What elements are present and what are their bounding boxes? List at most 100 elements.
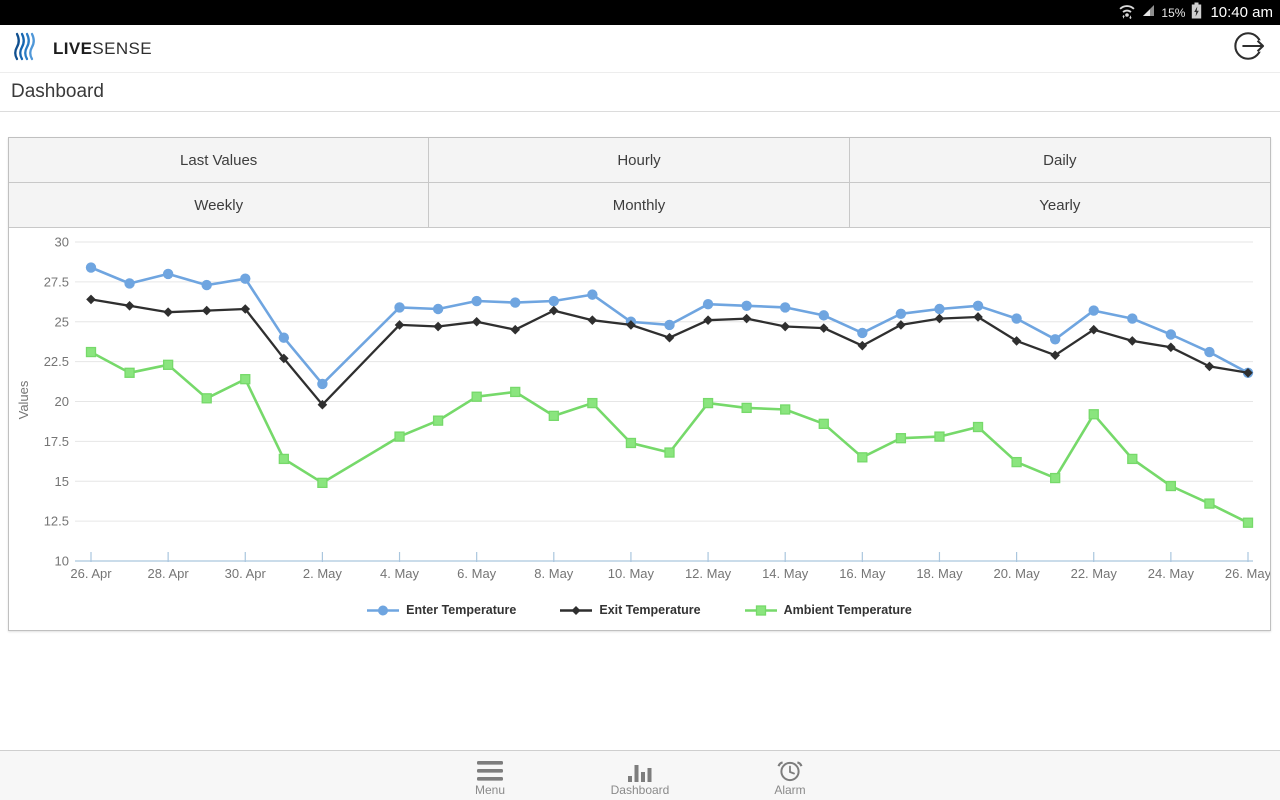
series-marker xyxy=(124,301,135,311)
nav-label: Alarm xyxy=(774,783,806,797)
series-marker xyxy=(780,302,791,313)
livesense-logo: LIVESENSE xyxy=(12,30,152,67)
nav-label: Dashboard xyxy=(610,783,670,797)
legend-item-enter-temperature[interactable]: Enter Temperature xyxy=(367,603,516,617)
range-button-last-values[interactable]: Last Values xyxy=(9,138,430,183)
nav-item-dashboard[interactable]: Dashboard xyxy=(600,751,680,800)
x-tick-label: 26. Apr xyxy=(70,566,112,581)
series-marker xyxy=(1204,346,1215,358)
x-tick-label: 14. May xyxy=(762,566,809,581)
series-marker xyxy=(741,402,752,414)
series-marker xyxy=(1127,313,1138,324)
range-button-daily[interactable]: Daily xyxy=(849,138,1270,183)
series-marker xyxy=(587,315,598,325)
nav-label: Menu xyxy=(474,783,506,797)
series-marker xyxy=(1088,324,1099,335)
menu-icon xyxy=(476,758,504,782)
series-marker xyxy=(896,320,906,330)
logout-arrow-icon xyxy=(1233,29,1268,68)
series-marker xyxy=(587,397,598,409)
series-marker xyxy=(1243,367,1253,378)
series-marker xyxy=(780,321,790,332)
series-marker xyxy=(703,315,713,325)
series-marker xyxy=(1088,305,1099,316)
series-marker xyxy=(394,431,405,442)
series-marker xyxy=(818,310,829,321)
range-button-monthly[interactable]: Monthly xyxy=(429,183,850,228)
series-marker xyxy=(510,297,521,308)
series-marker xyxy=(1050,350,1060,361)
y-tick-label: 22.5 xyxy=(44,354,69,369)
battery-percent-label: 15% xyxy=(1161,5,1186,20)
x-tick-label: 28. Apr xyxy=(148,566,190,581)
series-marker xyxy=(741,300,752,311)
series-marker xyxy=(510,386,521,398)
series-marker xyxy=(163,307,173,317)
cellular-signal-icon xyxy=(1142,4,1155,22)
range-button-hourly[interactable]: Hourly xyxy=(429,138,850,183)
series-marker xyxy=(934,431,945,442)
series-marker xyxy=(86,294,96,305)
x-tick-label: 26. May xyxy=(1225,566,1270,581)
x-tick-label: 20. May xyxy=(993,566,1040,581)
y-tick-label: 15 xyxy=(55,474,69,489)
series-marker xyxy=(201,279,212,291)
series-marker xyxy=(278,332,290,343)
series-marker xyxy=(1242,517,1254,528)
y-axis-title: Values xyxy=(16,380,31,419)
y-tick-label: 25 xyxy=(55,314,69,329)
series-marker xyxy=(240,273,251,284)
series-marker xyxy=(895,308,907,319)
series-marker xyxy=(471,391,482,402)
bar-chart-icon xyxy=(627,758,653,782)
series-marker xyxy=(278,453,289,465)
series-marker xyxy=(664,447,675,458)
legend-item-ambient-temperature[interactable]: Ambient Temperature xyxy=(744,603,912,617)
series-marker xyxy=(162,268,174,280)
series-marker xyxy=(972,300,984,311)
series-marker xyxy=(85,262,97,273)
range-button-weekly[interactable]: Weekly xyxy=(9,183,430,228)
series-marker xyxy=(548,410,559,422)
clock-label: 10:40 am xyxy=(1210,4,1273,21)
legend-item-exit-temperature[interactable]: Exit Temperature xyxy=(560,603,701,617)
x-tick-label: 4. May xyxy=(380,566,420,581)
series-marker xyxy=(625,437,637,449)
series-marker xyxy=(1204,361,1215,372)
series-marker xyxy=(1049,334,1061,345)
x-tick-label: 18. May xyxy=(916,566,963,581)
series-marker xyxy=(857,452,868,463)
waves-logo-icon xyxy=(12,30,46,67)
page-title: Dashboard xyxy=(11,81,104,102)
series-marker xyxy=(741,313,752,324)
series-marker xyxy=(702,299,714,310)
x-tick-label: 16. May xyxy=(839,566,886,581)
x-tick-label: 8. May xyxy=(534,566,574,581)
series-marker xyxy=(317,399,328,410)
series-marker xyxy=(1165,480,1177,492)
x-tick-label: 22. May xyxy=(1071,566,1118,581)
series-marker xyxy=(702,397,714,409)
x-tick-label: 2. May xyxy=(303,566,343,581)
alarm-clock-icon xyxy=(777,758,803,782)
series-marker xyxy=(432,303,444,315)
temperature-chart-svg: 10 12.5 15 17.5 20 22.5 25 27.5 30 26. Apr 28. Apr… xyxy=(16,235,1270,582)
range-button-grid: Last Values Hourly Daily Weekly Monthly … xyxy=(9,138,1270,228)
legend-label: Exit Temperature xyxy=(599,603,701,617)
series-marker xyxy=(240,374,251,385)
title-bar: Dashboard xyxy=(0,73,1280,112)
series-marker xyxy=(934,313,945,324)
series-marker xyxy=(317,378,328,390)
logout-button[interactable] xyxy=(1232,31,1268,67)
x-tick-label: 24. May xyxy=(1148,566,1195,581)
series-marker xyxy=(394,302,405,313)
nav-item-menu[interactable]: Menu xyxy=(450,751,530,800)
series-marker xyxy=(780,404,791,415)
legend-marker-icon xyxy=(560,605,593,615)
range-button-yearly[interactable]: Yearly xyxy=(849,183,1270,228)
series-marker xyxy=(972,421,984,433)
series-marker xyxy=(626,320,636,330)
nav-item-alarm[interactable]: Alarm xyxy=(750,751,830,800)
brand-live: LIVE xyxy=(53,38,93,58)
series-marker xyxy=(1088,409,1099,420)
